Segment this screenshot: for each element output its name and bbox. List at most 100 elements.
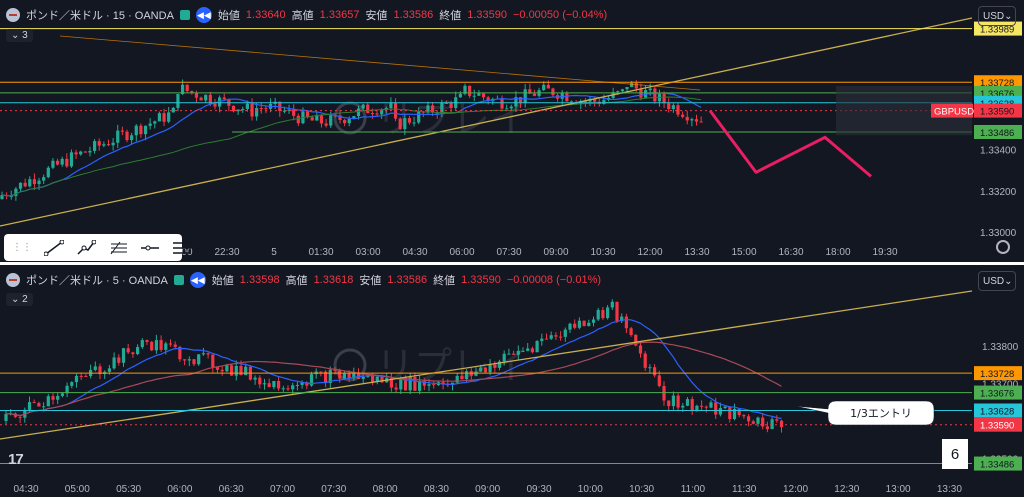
- candle-body: [596, 310, 600, 320]
- candle-body: [667, 103, 671, 109]
- indicator-toggle[interactable]: ⌄ 3: [6, 29, 33, 42]
- candle-body: [523, 89, 527, 103]
- menu-icon[interactable]: [172, 239, 192, 257]
- candle-body: [477, 93, 481, 96]
- chart-canvas-5m[interactable]: 1.338001.337001.33500リプレイ1.337281.336761…: [0, 265, 1024, 497]
- price-tag: [974, 75, 1022, 90]
- candle-body: [148, 123, 152, 126]
- candle-body: [709, 402, 713, 408]
- x-tick-label: 01:30: [308, 247, 333, 258]
- x-tick-label: 10:30: [629, 484, 654, 495]
- projection-path: [708, 109, 872, 178]
- candle-body: [347, 373, 351, 379]
- candle-body: [65, 385, 69, 394]
- candle-body: [208, 94, 212, 104]
- candle-body: [74, 152, 78, 155]
- pane-divider[interactable]: [0, 262, 1024, 265]
- price-tag-label: 1.33989: [980, 25, 1014, 36]
- candle-body: [486, 97, 490, 102]
- candle-body: [120, 130, 124, 132]
- candle-body: [134, 125, 138, 136]
- candle-body: [324, 371, 328, 384]
- candle-body: [662, 386, 666, 401]
- currency-dropdown[interactable]: USD ⌄: [978, 271, 1016, 291]
- entry-callout: [794, 400, 935, 426]
- candle-body: [18, 416, 22, 418]
- candle-body: [56, 395, 60, 400]
- chart-canvas-15m[interactable]: 1.334001.332001.33000リプレイ1.339891.337281…: [0, 0, 1024, 262]
- price-tag: [974, 456, 1022, 471]
- replay-icon[interactable]: ◀◀: [189, 272, 206, 288]
- settings-gear-icon[interactable]: [996, 240, 1010, 254]
- trend-line-tool-icon[interactable]: [44, 239, 64, 257]
- candle-body: [449, 103, 453, 108]
- candle-body: [432, 384, 436, 386]
- symbol-title[interactable]: ポンド／米ドル · 15 · OANDA: [26, 10, 174, 22]
- high-label: 高値: [285, 275, 308, 287]
- candle-body: [528, 89, 532, 94]
- x-tick-label: 12:00: [783, 484, 808, 495]
- candle-body: [389, 378, 393, 388]
- candle-body: [554, 335, 558, 337]
- y-tick-label: 1.33800: [982, 342, 1019, 353]
- candle-body: [569, 101, 574, 103]
- fib-tool-icon[interactable]: [108, 239, 128, 257]
- x-tick-label: 10:00: [578, 484, 603, 495]
- candle-body: [167, 112, 171, 122]
- price-tag-label: 1.33676: [980, 89, 1014, 100]
- drag-handle-icon[interactable]: ⋮⋮: [12, 242, 32, 253]
- candle-body: [222, 97, 226, 100]
- price-tag-label: 1.33676: [980, 389, 1014, 400]
- candle-body: [648, 88, 652, 91]
- ray-tool-icon[interactable]: [76, 239, 96, 257]
- tradingview-logo[interactable]: 17: [8, 451, 24, 468]
- candle-body: [150, 341, 154, 351]
- candle-body: [79, 375, 83, 377]
- candle-body: [292, 109, 296, 116]
- candle-body: [295, 384, 299, 386]
- candle-body: [83, 151, 87, 153]
- candle-body: [450, 382, 455, 385]
- ma-slow-line: [5, 341, 782, 417]
- ma-long-line: [1, 96, 702, 197]
- candle-body: [616, 91, 620, 93]
- horizontal-line-tool-icon[interactable]: [140, 239, 160, 257]
- chart-panel-5m[interactable]: 1.338001.337001.33500リプレイ1.337281.336761…: [0, 265, 1024, 497]
- descending-trendline: [59, 35, 701, 91]
- candle-body: [310, 117, 314, 121]
- candle-body: [267, 383, 271, 388]
- candle-body: [140, 340, 144, 348]
- candle-body: [583, 101, 587, 103]
- symbol-title[interactable]: ポンド／米ドル · 5 · OANDA: [26, 275, 168, 287]
- candle-body: [380, 109, 384, 115]
- candle-body: [102, 144, 106, 146]
- x-tick-label: 04:30: [13, 484, 38, 495]
- candle-body: [502, 353, 506, 362]
- candle-body: [403, 377, 408, 391]
- x-tick-label: 12:30: [834, 484, 859, 495]
- currency-dropdown[interactable]: USD ⌄: [978, 6, 1016, 26]
- open-label: 始値: [217, 10, 240, 22]
- candle-body: [42, 177, 46, 181]
- x-tick-label: 19:30: [872, 247, 897, 258]
- chart-panel-15m[interactable]: 1.33400 1.33200 1.33000 リプレイ 1.33989 1.33728 1…: [0, 0, 1024, 262]
- candle-body: [458, 93, 462, 98]
- candle-body: [742, 415, 746, 417]
- candle-body: [695, 405, 699, 412]
- candle-body: [106, 144, 111, 146]
- indicator-toggle[interactable]: ⌄ 2: [6, 293, 33, 306]
- candle-body: [250, 103, 254, 117]
- x-tick-label: 13:30: [684, 247, 709, 258]
- candle-body: [168, 343, 173, 345]
- candle-body: [356, 108, 361, 117]
- candle-body: [245, 103, 249, 110]
- candle-body: [65, 158, 69, 167]
- candle-body: [14, 188, 18, 197]
- replay-icon[interactable]: ◀◀: [195, 7, 212, 23]
- candle-body: [352, 372, 356, 379]
- candle-body: [493, 364, 497, 368]
- candle-body: [546, 84, 550, 89]
- candle-body: [728, 406, 732, 419]
- candle-body: [751, 421, 755, 424]
- candle-body: [587, 322, 591, 327]
